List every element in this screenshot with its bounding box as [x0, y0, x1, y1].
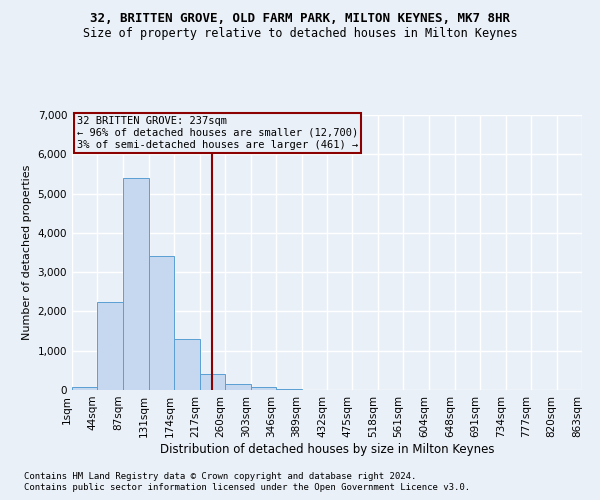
- Text: Contains public sector information licensed under the Open Government Licence v3: Contains public sector information licen…: [24, 484, 470, 492]
- Bar: [72, 387, 97, 390]
- Bar: [97, 302, 123, 390]
- Bar: [149, 256, 175, 390]
- Bar: [225, 384, 251, 390]
- Text: Contains HM Land Registry data © Crown copyright and database right 2024.: Contains HM Land Registry data © Crown c…: [24, 472, 416, 481]
- X-axis label: Distribution of detached houses by size in Milton Keynes: Distribution of detached houses by size …: [160, 442, 494, 456]
- Bar: [251, 387, 276, 390]
- Bar: [175, 339, 200, 390]
- Text: Size of property relative to detached houses in Milton Keynes: Size of property relative to detached ho…: [83, 28, 517, 40]
- Text: 32, BRITTEN GROVE, OLD FARM PARK, MILTON KEYNES, MK7 8HR: 32, BRITTEN GROVE, OLD FARM PARK, MILTON…: [90, 12, 510, 26]
- Y-axis label: Number of detached properties: Number of detached properties: [22, 165, 32, 340]
- Bar: [276, 389, 302, 390]
- Bar: [200, 374, 225, 390]
- Bar: [123, 178, 149, 390]
- Text: 32 BRITTEN GROVE: 237sqm
← 96% of detached houses are smaller (12,700)
3% of sem: 32 BRITTEN GROVE: 237sqm ← 96% of detach…: [77, 116, 358, 150]
